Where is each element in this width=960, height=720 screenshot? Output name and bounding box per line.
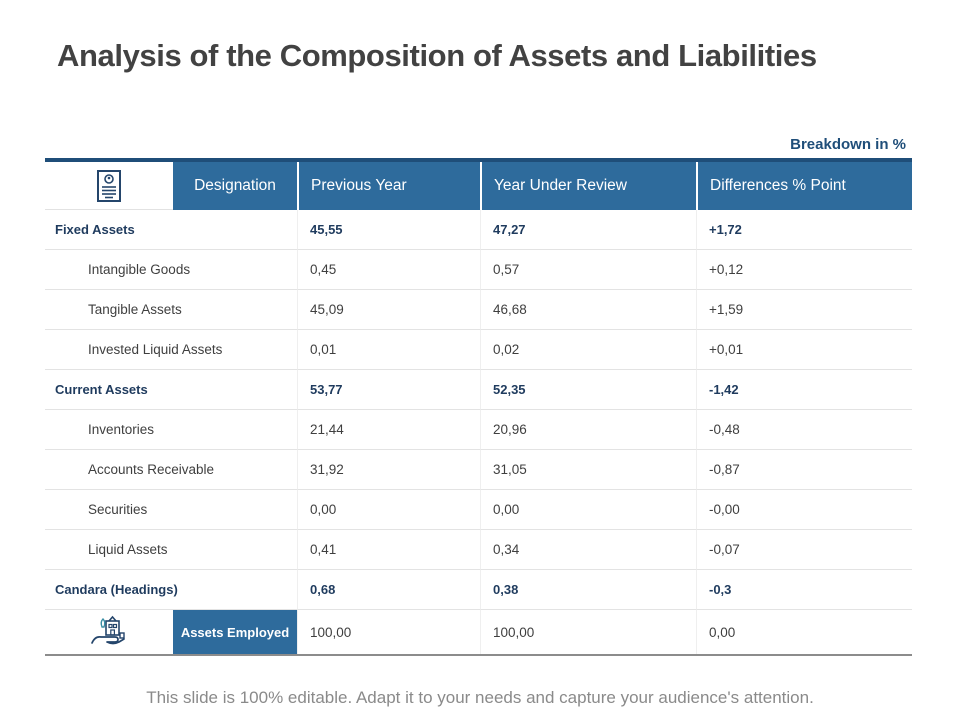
row-year-under-review: 52,35 [480,370,696,410]
row-label: Current Assets [45,370,297,410]
row-previous-year: 45,55 [297,210,480,250]
certificate-document-icon [96,169,122,203]
total-icon-cell [45,610,173,654]
row-previous-year: 0,41 [297,530,480,570]
total-row-label: Assets Employed [173,610,297,654]
total-difference: 0,00 [696,610,912,654]
row-year-under-review: 46,68 [480,290,696,330]
row-label: Fixed Assets [45,210,297,250]
row-difference: +0,12 [696,250,912,290]
row-label: Securities [45,490,297,530]
row-difference: -0,48 [696,410,912,450]
row-year-under-review: 0,02 [480,330,696,370]
row-label: Invested Liquid Assets [45,330,297,370]
total-year-under-review: 100,00 [480,610,696,654]
row-label: Liquid Assets [45,530,297,570]
row-difference: -0,00 [696,490,912,530]
row-year-under-review: 0,34 [480,530,696,570]
row-year-under-review: 31,05 [480,450,696,490]
row-year-under-review: 0,00 [480,490,696,530]
row-difference: -0,3 [696,570,912,610]
row-year-under-review: 0,38 [480,570,696,610]
row-difference: -0,07 [696,530,912,570]
row-previous-year: 53,77 [297,370,480,410]
row-year-under-review: 47,27 [480,210,696,250]
row-year-under-review: 0,57 [480,250,696,290]
row-previous-year: 0,00 [297,490,480,530]
row-difference: +1,72 [696,210,912,250]
row-label: Intangible Goods [45,250,297,290]
header-icon-cell [45,162,173,210]
row-previous-year: 31,92 [297,450,480,490]
row-label: Inventories [45,410,297,450]
row-year-under-review: 20,96 [480,410,696,450]
row-previous-year: 21,44 [297,410,480,450]
editable-note: This slide is 100% editable. Adapt it to… [146,688,814,707]
row-previous-year: 45,09 [297,290,480,330]
row-previous-year: 0,01 [297,330,480,370]
row-difference: -1,42 [696,370,912,410]
row-difference: +0,01 [696,330,912,370]
row-previous-year: 0,68 [297,570,480,610]
header-previous-year: Previous Year [297,162,480,210]
row-label: Accounts Receivable [45,450,297,490]
header-differences: Differences % Point [696,162,912,210]
row-previous-year: 0,45 [297,250,480,290]
header-designation: Designation [173,162,297,210]
row-label: Tangible Assets [45,290,297,330]
assets-liabilities-table: Designation Previous Year Year Under Rev… [45,158,912,656]
hand-holding-asset-icon [88,613,130,651]
header-year-under-review: Year Under Review [480,162,696,210]
page-title: Analysis of the Composition of Assets an… [57,38,817,73]
total-previous-year: 100,00 [297,610,480,654]
row-difference: +1,59 [696,290,912,330]
row-label: Candara (Headings) [45,570,297,610]
row-difference: -0,87 [696,450,912,490]
breakdown-note: Breakdown in % [790,136,906,153]
